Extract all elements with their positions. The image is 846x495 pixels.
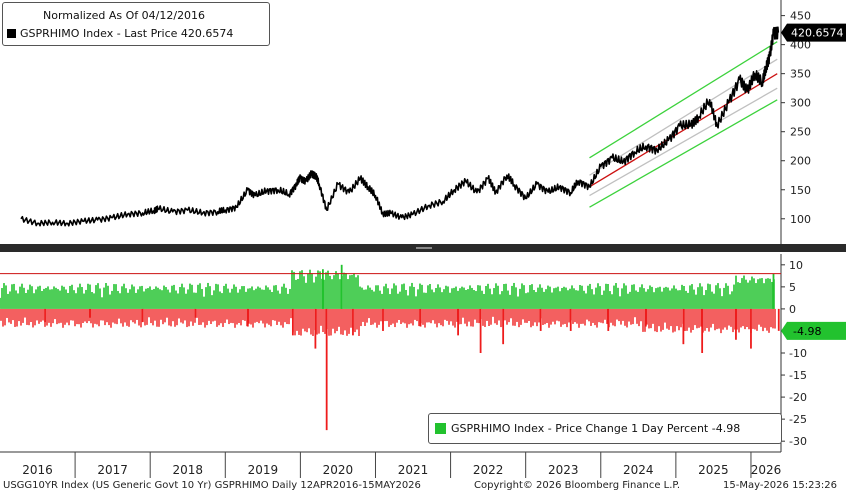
xaxis-year-label: 2016 [22, 463, 53, 477]
xaxis-year-label: 2017 [97, 463, 128, 477]
xaxis-year-label: 2023 [548, 463, 579, 477]
price-ytick-label: 350 [790, 68, 811, 81]
change-legend-text: GSPRHIMO Index - Price Change 1 Day Perc… [451, 422, 741, 435]
price-ytick-label: 250 [790, 126, 811, 139]
change-ytick-label: 5 [789, 281, 796, 294]
change-ytick-label: 0 [789, 303, 796, 316]
xaxis-year-label: 2025 [698, 463, 729, 477]
price-ytick-label: 100 [790, 213, 811, 226]
channel-line-outer-lower [589, 99, 778, 208]
last-price-tag-label: 420.6574 [791, 27, 844, 40]
xaxis-band [0, 452, 781, 478]
xaxis-year-label: 2019 [248, 463, 279, 477]
price-series-line [20, 26, 780, 227]
xaxis-year-label: 2021 [398, 463, 429, 477]
channel-line-inner-lower [589, 87, 778, 197]
last-change-tag-label: -4.98 [793, 325, 821, 338]
price-legend-swatch [7, 29, 16, 38]
price-ytick-label: 200 [790, 155, 811, 168]
last-change-tag [781, 321, 846, 340]
change-legend: GSPRHIMO Index - Price Change 1 Day Perc… [428, 413, 782, 444]
change-ytick-label: -30 [789, 435, 807, 448]
normalized-label: Normalized As Of 04/12/2016 [43, 9, 206, 22]
channel-line-outer-upper [589, 41, 778, 159]
xaxis-year-label: 2022 [473, 463, 504, 477]
footer-timestamp: 15-May-2026 15:23:26 [723, 480, 837, 491]
price-ytick-label: 450 [790, 10, 811, 23]
change-ytick-label: -10 [789, 347, 807, 360]
change-ytick-label: 10 [789, 259, 803, 272]
change-legend-swatch [435, 423, 446, 434]
channel-line-inner-upper [589, 58, 778, 176]
footer-copyright: Copyright© 2026 Bloomberg Finance L.P. [474, 480, 681, 491]
price-ytick-label: 150 [790, 184, 811, 197]
change-ytick-label: -25 [789, 413, 807, 426]
xaxis-year-label: 2026 [751, 463, 782, 477]
xaxis-year-label: 2018 [172, 463, 203, 477]
price-legend-text: GSPRHIMO Index - Last Price 420.6574 [20, 27, 234, 40]
change-ytick-label: -15 [789, 369, 807, 382]
change-ytick-label: -20 [789, 391, 807, 404]
price-ytick-label: 300 [790, 97, 811, 110]
xaxis-year-label: 2024 [623, 463, 654, 477]
last-price-tag [781, 23, 846, 42]
price-legend: Normalized As Of 04/12/2016 GSPRHIMO Ind… [2, 2, 270, 46]
price-ytick-label: 400 [790, 39, 811, 52]
xaxis-year-label: 2020 [323, 463, 354, 477]
footer-left: USGG10YR Index (US Generic Govt 10 Yr) G… [3, 480, 421, 491]
